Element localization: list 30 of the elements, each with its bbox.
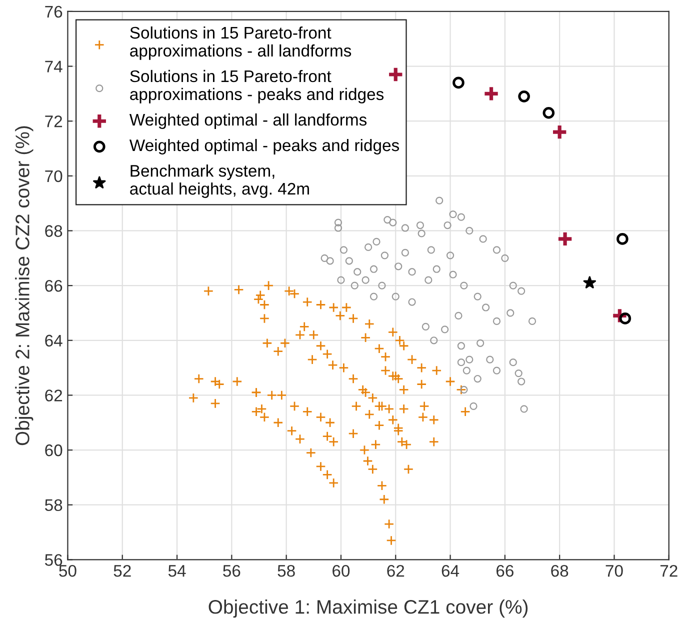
x-tick-label: 66	[496, 564, 514, 577]
x-tick-label: 68	[551, 564, 568, 577]
y-tick-label: 66	[45, 280, 62, 292]
x-tick-label: 62	[387, 564, 404, 577]
y-tick-label: 64	[45, 334, 62, 347]
y-tick-label: 58	[44, 499, 62, 512]
y-axis-title: Objective 2: Maximise CZ2 cover (%)	[15, 126, 34, 446]
legend-label: Solutions in 15 Pareto-front approximations - all landforms	[130, 26, 352, 60]
x-tick-label: 52	[114, 564, 131, 577]
y-tick-label: 74	[45, 60, 62, 72]
x-tick-label: 54	[168, 565, 186, 577]
x-tick-label: 56	[223, 564, 240, 577]
legend-label: Weighted optimal - all landforms	[129, 113, 367, 129]
legend-label: Benchmark system, actual heights, avg. 42m	[130, 164, 309, 198]
legend-label: Solutions in 15 Pareto-front approximations - peaks and ridges	[130, 70, 384, 104]
x-tick-label: 50	[59, 564, 76, 577]
legend-label: Weighted optimal - peaks and ridges	[129, 138, 400, 154]
x-tick-label: 60	[332, 564, 350, 577]
y-tick-label: 60	[45, 444, 62, 456]
x-tick-label: 58	[278, 564, 295, 577]
x-tick-label: 70	[606, 564, 623, 577]
x-tick-label: 64	[442, 564, 460, 577]
x-tick-label: 72	[660, 564, 678, 577]
y-tick-label: 72	[45, 115, 62, 128]
y-tick-label: 70	[45, 170, 62, 182]
y-tick-label: 68	[45, 225, 62, 237]
y-tick-label: 56	[44, 554, 62, 566]
x-axis-title: Objective 1: Maximise CZ1 cover (%)	[208, 600, 528, 618]
y-tick-label: 62	[45, 390, 62, 402]
y-tick-label: 76	[45, 6, 62, 18]
